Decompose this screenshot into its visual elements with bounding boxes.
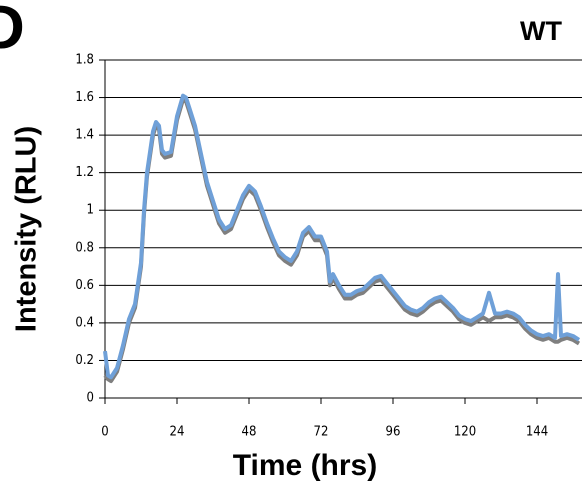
x-axis-label: Time (hrs) <box>233 449 377 482</box>
data-line <box>103 93 581 380</box>
x-tick-label: 0 <box>101 425 108 440</box>
y-tick-label: 1 <box>87 203 94 218</box>
y-tick-label: 1.6 <box>75 90 94 105</box>
y-tick-label: 0.8 <box>75 240 94 255</box>
data-line <box>103 97 581 384</box>
x-tick-label: 72 <box>314 425 329 440</box>
y-tick-label: 1.8 <box>75 53 94 68</box>
y-tick-label: 0.2 <box>75 353 94 368</box>
y-tick-label: 1.4 <box>75 128 94 143</box>
y-axis-label: Intensity (RLU) <box>11 126 43 332</box>
y-tick-label: 0.4 <box>75 315 94 330</box>
y-tick-label: 1.2 <box>75 165 94 180</box>
x-tick-label: 24 <box>170 425 185 440</box>
x-tick-label: 144 <box>526 425 548 440</box>
chart-title: WT <box>520 16 562 46</box>
x-tick-label: 48 <box>242 425 257 440</box>
x-tick-label: 96 <box>386 425 401 440</box>
panel-label: D <box>0 0 25 62</box>
y-tick-label: 0.6 <box>75 278 94 293</box>
x-tick-label: 120 <box>454 425 476 440</box>
y-tick-label: 0 <box>87 391 94 406</box>
